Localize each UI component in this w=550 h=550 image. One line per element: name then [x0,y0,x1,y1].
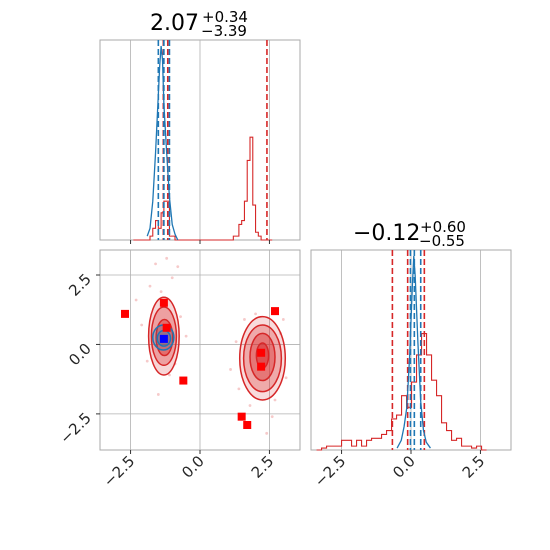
param2-title-plus: +0.60 [420,218,466,236]
param1-title: 2.07 [150,11,199,36]
red-square-marker [257,348,266,357]
x-tick-label: 0.0 [389,452,419,482]
scatter-point [140,323,144,327]
x-tick-label: 2.5 [248,452,278,482]
param1-title-minus: −3.39 [201,22,247,40]
histogram-param1-panel [99,39,301,241]
red-square-marker [237,412,246,421]
red-square-marker [257,362,266,371]
red-square-marker [179,376,188,385]
scatter-point [156,393,160,396]
red-square-marker [243,421,252,429]
x-tick-label: 0.0 [178,452,208,482]
x-tick-label: 2.5 [459,452,489,482]
scatter-point [134,298,138,302]
blue-square-marker [159,334,168,343]
red-square-marker [162,323,171,332]
y-tick-label: −2.5 [56,409,94,447]
y-tick-label: 0.0 [65,340,95,370]
scatter-point [254,312,257,316]
scatter-point [237,387,241,391]
scatter-point [179,315,182,319]
red-square-marker [271,307,279,316]
scatter-point [165,256,169,260]
scatter-point [273,398,277,402]
scatter-point [234,340,238,344]
param2-title: −0.12 [353,221,420,246]
scatter-point [145,359,149,363]
red-histogram [316,333,487,451]
x-tick-label: −2.5 [311,452,349,490]
param2-title-minus: −0.55 [419,232,465,250]
scatter-point [176,265,180,269]
blue-histogram [146,45,179,241]
x-tick-label: −2.5 [100,452,138,490]
scatter-point [159,290,163,294]
red-square-marker [159,298,168,307]
param1-title-plus: +0.34 [202,8,248,26]
scatter-point [243,318,246,321]
scatter-point [170,276,174,280]
red-square-marker [121,309,129,318]
y-tick-label: 2.5 [65,270,95,300]
scatter-point [154,262,157,266]
scatter-point [248,404,252,407]
scatter-point [148,284,152,288]
red-histogram [133,136,273,241]
scatter-point [281,318,285,321]
scatter-point [284,376,288,380]
scatter-point [229,368,232,371]
scatter-point [168,373,171,377]
histogram-param2-panel [310,249,512,451]
scatter-point [270,415,274,419]
joint-distribution-panel [99,249,301,451]
scatter-point [265,431,269,435]
scatter-point [184,334,188,338]
red-contour [249,332,276,382]
red-contour [238,315,287,401]
